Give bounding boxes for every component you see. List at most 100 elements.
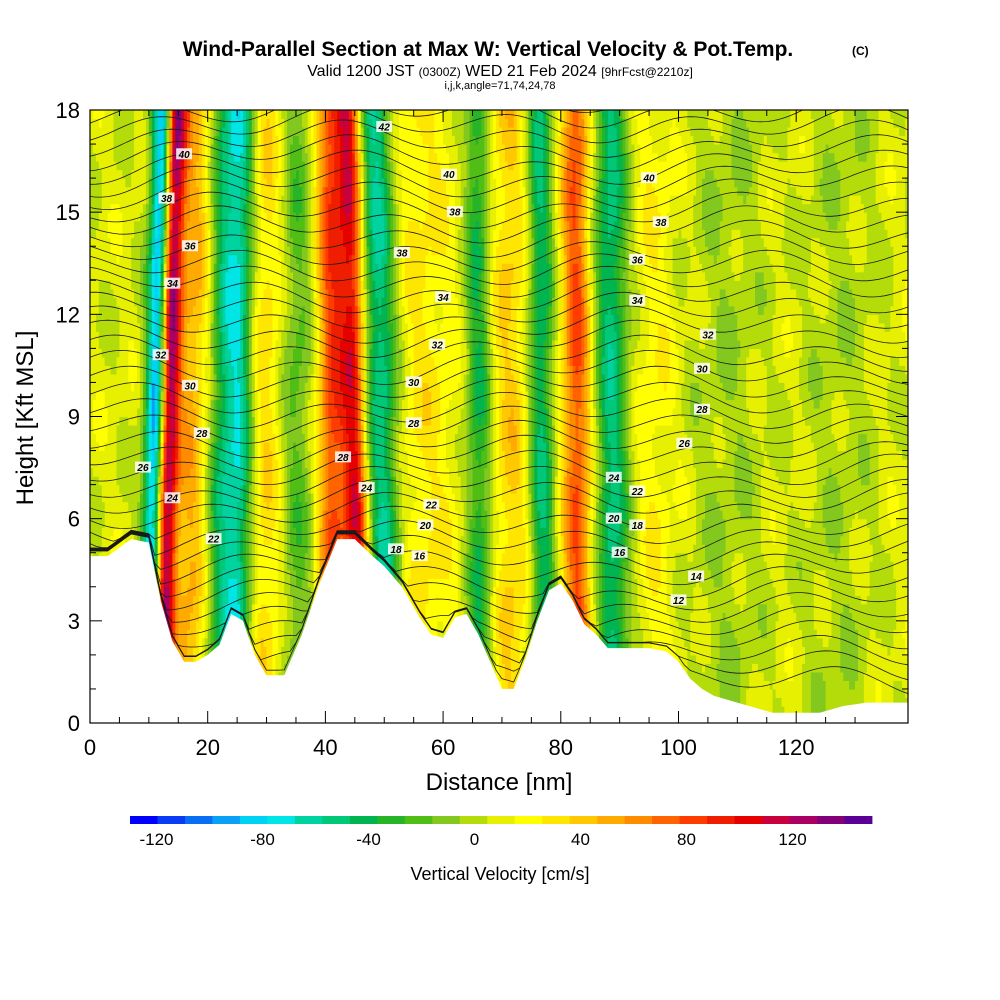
velocity-cell (201, 254, 206, 264)
velocity-cell (216, 501, 220, 511)
velocity-cell (210, 620, 215, 630)
velocity-cell (116, 127, 120, 137)
velocity-cell (160, 161, 165, 171)
velocity-cell (237, 203, 241, 213)
velocity-cell (101, 518, 106, 528)
velocity-cell (122, 212, 126, 222)
velocity-cell (219, 203, 223, 213)
velocity-cell (148, 408, 153, 418)
velocity-cell (207, 603, 212, 613)
velocity-cell (107, 518, 112, 528)
velocity-cell (251, 152, 256, 162)
velocity-cell (131, 450, 135, 460)
velocity-cell (287, 254, 291, 264)
velocity-cell (293, 620, 297, 630)
velocity-cell (122, 169, 126, 179)
velocity-cell (92, 467, 97, 477)
velocity-cell (110, 237, 115, 247)
velocity-cell (207, 280, 212, 290)
velocity-cell (172, 356, 176, 366)
velocity-cell (116, 280, 120, 290)
velocity-cell (163, 263, 168, 273)
velocity-cell (181, 263, 185, 273)
velocity-cell (175, 501, 179, 511)
velocity-cell (125, 178, 129, 188)
velocity-cell (125, 535, 129, 545)
velocity-cell (92, 408, 97, 418)
velocity-cell (207, 484, 212, 494)
velocity-cell (272, 152, 276, 162)
velocity-cell (231, 399, 235, 409)
velocity-cell (257, 331, 262, 341)
velocity-cell (95, 322, 100, 332)
velocity-cell (231, 229, 235, 239)
velocity-cell (201, 391, 206, 401)
velocity-cell (287, 144, 291, 154)
velocity-cell (213, 178, 218, 188)
velocity-cell (95, 356, 100, 366)
velocity-cell (272, 646, 276, 656)
velocity-cell (160, 365, 165, 375)
velocity-cell (178, 254, 182, 264)
velocity-cell (257, 484, 262, 494)
velocity-cell (148, 476, 153, 486)
velocity-cell (148, 484, 153, 494)
velocity-cell (140, 161, 144, 171)
velocity-cell (201, 212, 206, 222)
velocity-cell (104, 399, 109, 409)
velocity-cell (160, 425, 165, 435)
velocity-cell (160, 220, 165, 230)
velocity-cell (101, 305, 106, 315)
velocity-cell (95, 203, 100, 213)
velocity-cell (110, 399, 115, 409)
velocity-cell (181, 535, 185, 545)
velocity-cell (98, 118, 103, 128)
velocity-cell (163, 110, 168, 120)
velocity-cell (131, 467, 135, 477)
velocity-cell (166, 356, 170, 366)
velocity-cell (266, 416, 270, 426)
velocity-cell (213, 263, 218, 273)
velocity-cell (231, 110, 235, 120)
velocity-cell (204, 331, 209, 341)
velocity-cell (160, 552, 165, 562)
velocity-cell (113, 195, 117, 205)
velocity-cell (201, 408, 206, 418)
velocity-cell (181, 186, 185, 196)
velocity-cell (172, 314, 176, 324)
velocity-cell (190, 305, 194, 315)
velocity-cell (140, 348, 144, 358)
velocity-cell (187, 612, 191, 622)
velocity-cell (151, 331, 156, 341)
velocity-cell (195, 195, 200, 205)
velocity-cell (184, 629, 188, 639)
velocity-cell (225, 493, 229, 503)
velocity-cell (116, 365, 120, 375)
velocity-cell (137, 373, 141, 383)
velocity-cell (154, 237, 159, 247)
velocity-cell (187, 476, 191, 486)
velocity-cell (166, 118, 170, 128)
subtitle-forecast: [9hrFcst@2210z] (601, 65, 693, 79)
velocity-cell (204, 484, 209, 494)
velocity-cell (175, 518, 179, 528)
velocity-cell (98, 399, 103, 409)
velocity-cell (131, 425, 135, 435)
velocity-cell (251, 561, 256, 571)
velocity-cell (231, 314, 235, 324)
velocity-cell (110, 118, 115, 128)
velocity-cell (287, 169, 291, 179)
velocity-cell (193, 271, 197, 281)
velocity-cell (134, 314, 138, 324)
velocity-cell (157, 314, 162, 324)
velocity-cell (190, 348, 194, 358)
velocity-cell (195, 442, 200, 452)
velocity-cell (169, 169, 173, 179)
velocity-cell (134, 297, 138, 307)
velocity-cell (172, 169, 176, 179)
velocity-cell (225, 373, 229, 383)
velocity-cell (110, 305, 115, 315)
velocity-cell (272, 654, 276, 664)
velocity-cell (216, 416, 220, 426)
velocity-cell (198, 535, 203, 545)
